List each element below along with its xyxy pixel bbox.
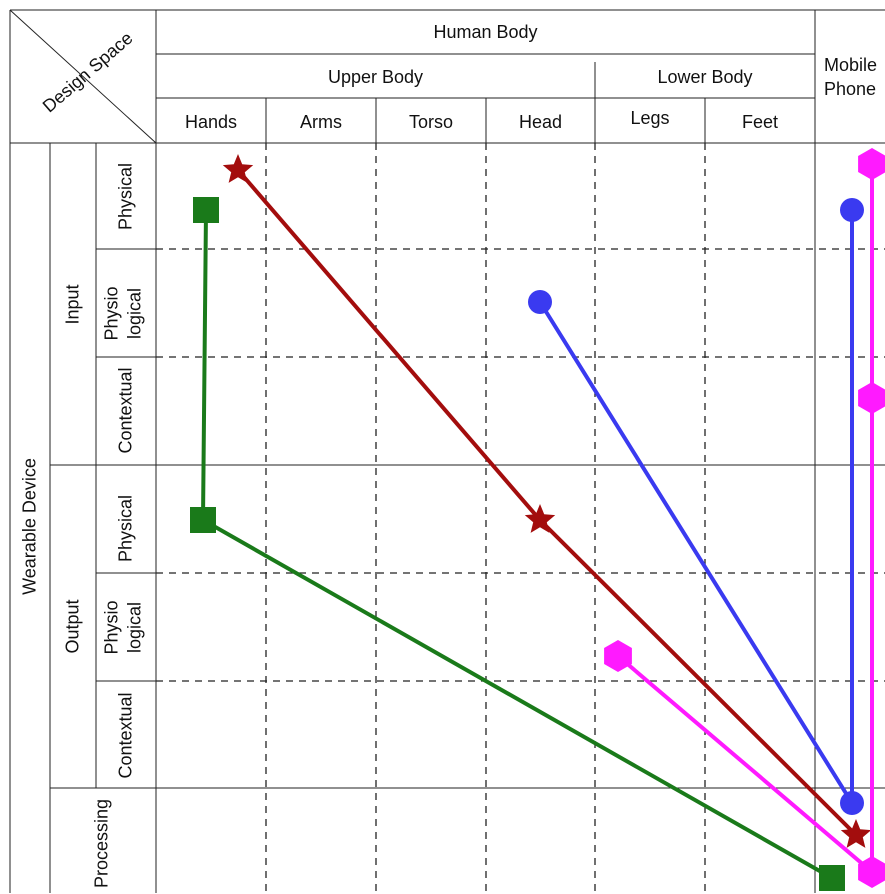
magenta-path-marker-hexagon <box>858 856 885 888</box>
mobile-phone-header-line1: Mobile <box>824 55 878 75</box>
lower-body-header: Lower Body <box>657 67 753 87</box>
column-arms: Arms <box>300 112 342 132</box>
green-path-marker-square <box>193 197 219 223</box>
input-physio-label-line1: Physio <box>101 286 122 341</box>
output-physio-label-line2: logical <box>124 601 145 654</box>
column-hands: Hands <box>184 112 238 132</box>
column-head: Head <box>518 112 563 132</box>
column-legs: Legs <box>630 108 670 128</box>
column-feet: Feet <box>741 112 779 132</box>
red-path-line <box>236 168 858 837</box>
wearable-device-label: Wearable Device <box>19 458 40 595</box>
magenta-path-marker-hexagon <box>604 640 632 672</box>
red-path-marker-star <box>524 504 556 533</box>
green-path-line <box>200 209 833 880</box>
blue-path-marker-circle <box>840 198 864 222</box>
red-path <box>222 154 872 848</box>
connection-paths <box>190 148 885 891</box>
output-physio-label-line1: Physio <box>101 600 122 655</box>
magenta-path <box>604 148 885 888</box>
input-physio-label-line2: logical <box>124 287 145 340</box>
output-label: Output <box>62 599 83 654</box>
input-label: Input <box>62 284 83 325</box>
red-path-marker-star <box>840 819 872 848</box>
magenta-path-marker-hexagon <box>858 382 885 414</box>
dashed-grid <box>156 143 885 893</box>
blue-path-marker-circle <box>528 290 552 314</box>
input-contextual-label: Contextual <box>115 367 136 454</box>
blue-path-marker-circle <box>840 791 864 815</box>
input-physical-label: Physical <box>115 162 136 231</box>
magenta-path-line <box>616 164 874 877</box>
output-contextual-label: Contextual <box>115 692 136 779</box>
green-path <box>190 197 845 891</box>
upper-body-header: Upper Body <box>327 67 424 87</box>
grid-lines <box>9 9 885 893</box>
column-torso: Torso <box>408 112 453 132</box>
human-body-header: Human Body <box>433 22 538 42</box>
processing-label: Processing <box>91 798 112 889</box>
blue-path <box>528 198 864 815</box>
green-path-marker-square <box>190 507 216 533</box>
mobile-phone-header-line2: Phone <box>824 79 877 99</box>
blue-path-line <box>538 210 854 810</box>
green-path-marker-square <box>819 865 845 891</box>
output-physical-label: Physical <box>115 494 136 563</box>
red-path-marker-star <box>222 154 254 183</box>
magenta-path-marker-hexagon <box>858 148 885 180</box>
